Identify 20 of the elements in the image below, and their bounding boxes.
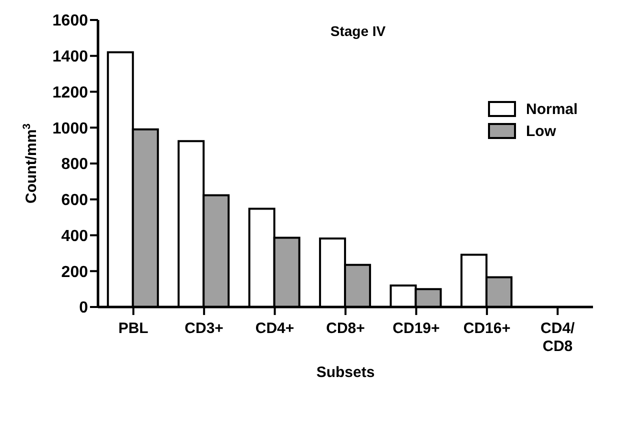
y-tick-label: 1000 [52,120,88,138]
y-tick-label: 1400 [52,48,88,66]
x-tick-label: CD16+ [463,320,511,337]
y-tick-label: 0 [79,300,88,317]
x-axis-title: Subsets [316,364,375,381]
y-tick-label: 800 [61,156,88,174]
x-tick-label: CD4+ [255,320,294,337]
legend-label: Low [526,122,556,140]
x-tick-label: CD8+ [326,320,366,337]
x-tick-label: CD4/ CD8 [540,320,576,355]
x-tick-label: PBL [118,320,148,337]
y-tick-label: 600 [61,192,88,210]
y-tick-label: 1600 [52,12,88,30]
y-tick-label: 1200 [52,84,88,102]
x-tick-label: CD3+ [184,320,224,337]
chart-title: Stage IV [330,23,386,39]
y-tick-label: 200 [61,264,88,281]
y-tick-label: 400 [61,228,88,245]
x-tick-label: CD19+ [392,320,440,337]
legend-label: Normal [526,100,578,118]
